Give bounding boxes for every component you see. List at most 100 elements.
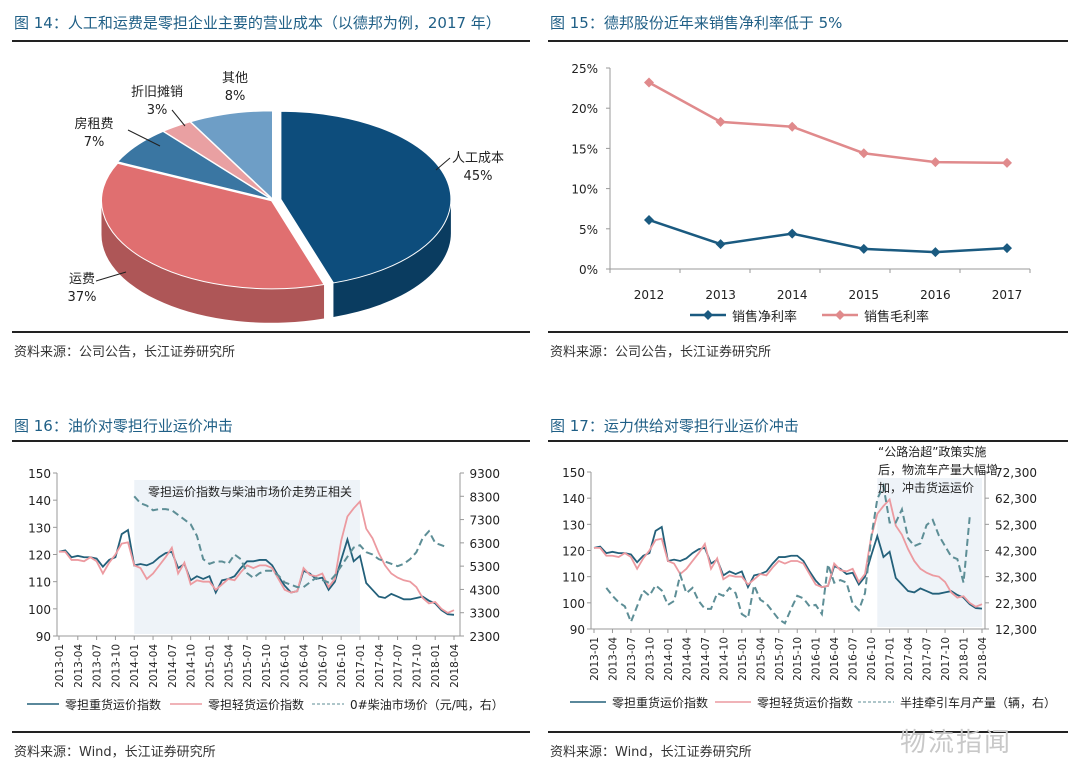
pie-leader-line [435, 157, 451, 171]
x-tick-label: 2015-07 [774, 637, 786, 681]
pie-slice-4 [189, 110, 274, 200]
right-y-tick-label: 2300 [469, 630, 500, 644]
right-y-tick-label: 32,300 [995, 571, 1037, 585]
chart-annotation: “公路治超”政策实施 [878, 444, 986, 459]
chart-14-source: 资料来源：公司公告，长江证券研究所 [14, 345, 236, 360]
pie-value-label: 3% [147, 103, 168, 118]
chart-16-title: 图 16：油价对零担行业运价冲击 [14, 417, 233, 435]
x-tick-label: 2017-10 [940, 637, 952, 681]
x-tick-label: 2016-01 [280, 644, 292, 688]
series-line-0 [593, 525, 983, 610]
left-y-tick-label: 150 [562, 466, 585, 480]
x-tick-label: 2015-07 [242, 644, 254, 688]
pie-value-label: 37% [68, 290, 97, 305]
x-tick-label: 2018-04 [449, 644, 461, 688]
x-tick-label: 2014 [777, 288, 808, 302]
divider [12, 40, 530, 42]
chart-annotation: 加，冲击货运运价 [878, 480, 974, 495]
x-tick-label: 2016 [920, 288, 951, 302]
divider [12, 440, 530, 442]
left-y-tick-label: 100 [562, 597, 585, 611]
left-y-tick-label: 140 [562, 492, 585, 506]
legend-label: 零担重货运价指数 [612, 695, 708, 710]
left-y-tick-label: 150 [28, 467, 51, 481]
x-tick-label: 2015-04 [755, 637, 767, 681]
x-tick-label: 2014-04 [148, 644, 160, 688]
legend-label: 0#柴油市场价（元/吨，右） [350, 697, 504, 712]
right-y-tick-label: 62,300 [995, 492, 1037, 506]
x-tick-label: 2016-01 [811, 637, 823, 681]
pie-label: 运费 [69, 272, 95, 287]
y-tick-label: 5% [579, 223, 598, 237]
x-tick-label: 2015-01 [204, 644, 216, 688]
divider [548, 331, 1068, 333]
data-point-marker [787, 121, 798, 132]
series-line-2 [605, 482, 971, 625]
legend-label: 零担重货运价指数 [65, 697, 161, 712]
x-tick-label: 2014-01 [129, 644, 141, 688]
right-y-tick-label: 8300 [469, 490, 500, 504]
divider [548, 440, 1068, 442]
divider [548, 40, 1068, 42]
left-y-tick-label: 100 [28, 603, 51, 617]
x-tick-label: 2017-04 [374, 644, 386, 688]
x-tick-label: 2015-01 [737, 637, 749, 681]
right-y-tick-label: 5300 [469, 560, 500, 574]
right-y-tick-label: 22,300 [995, 597, 1037, 611]
y-tick-label: 20% [571, 102, 598, 116]
series-line-1 [648, 81, 1008, 165]
x-tick-label: 2014-10 [186, 644, 198, 688]
chart-14-title: 图 14：人工和运费是零担企业主要的营业成本（以德邦为例，2017 年） [14, 14, 501, 32]
left-y-tick-label: 110 [562, 571, 585, 585]
x-tick-label: 2014-04 [681, 637, 693, 681]
x-tick-label: 2013-10 [110, 644, 122, 688]
left-y-tick-label: 110 [28, 576, 51, 590]
right-y-tick-label: 7300 [469, 514, 500, 528]
series-line-1 [594, 497, 983, 608]
x-tick-label: 2014-07 [700, 637, 712, 681]
right-y-tick-label: 6300 [469, 537, 500, 551]
x-tick-label: 2013-07 [626, 637, 638, 681]
x-tick-label: 2016-04 [829, 637, 841, 681]
chart-annotation: 后，物流车产量大幅增 [878, 462, 998, 477]
x-tick-label: 2013-04 [73, 644, 85, 688]
shaded-period [134, 480, 360, 634]
x-tick-label: 2013 [705, 288, 736, 302]
left-y-tick-label: 140 [28, 494, 51, 508]
x-tick-label: 2018-04 [977, 637, 989, 681]
chart-15-source: 资料来源：公司公告，长江证券研究所 [550, 345, 772, 360]
pie-label: 折旧摊销 [131, 85, 183, 100]
x-tick-label: 2014-10 [718, 637, 730, 681]
pie-leader-line [171, 109, 186, 127]
left-y-tick-label: 90 [570, 623, 585, 637]
legend-label: 零担轻货运价指数 [757, 695, 853, 710]
pie-value-label: 45% [464, 169, 493, 184]
x-tick-label: 2017-01 [355, 644, 367, 688]
data-point-marker [858, 243, 869, 254]
chart-15-title: 图 15：德邦股份近年来销售净利率低于 5% [550, 14, 843, 32]
data-point-marker [858, 148, 869, 159]
x-tick-label: 2014-07 [167, 644, 179, 688]
pie-leader-line [95, 271, 127, 282]
x-tick-label: 2016-07 [848, 637, 860, 681]
divider [12, 331, 530, 333]
x-tick-label: 2017-07 [393, 644, 405, 688]
x-tick-label: 2015-10 [792, 637, 804, 681]
pie-leader-line [127, 129, 161, 147]
x-tick-label: 2017 [992, 288, 1023, 302]
right-y-tick-label: 12,300 [995, 623, 1037, 637]
shaded-period [877, 478, 982, 627]
chart-17-source: 资料来源：Wind，长江证券研究所 [550, 745, 752, 760]
y-tick-label: 0% [579, 263, 598, 277]
series-line-1 [59, 499, 455, 614]
pie-value-label: 7% [84, 135, 105, 150]
pie-label: 房租费 [74, 116, 113, 132]
data-point-marker [715, 239, 726, 250]
divider [12, 731, 530, 733]
x-tick-label: 2017-01 [885, 637, 897, 681]
pie-slice-3 [162, 121, 273, 200]
data-point-marker [644, 77, 654, 88]
legend-label: 销售净利率 [732, 309, 797, 325]
